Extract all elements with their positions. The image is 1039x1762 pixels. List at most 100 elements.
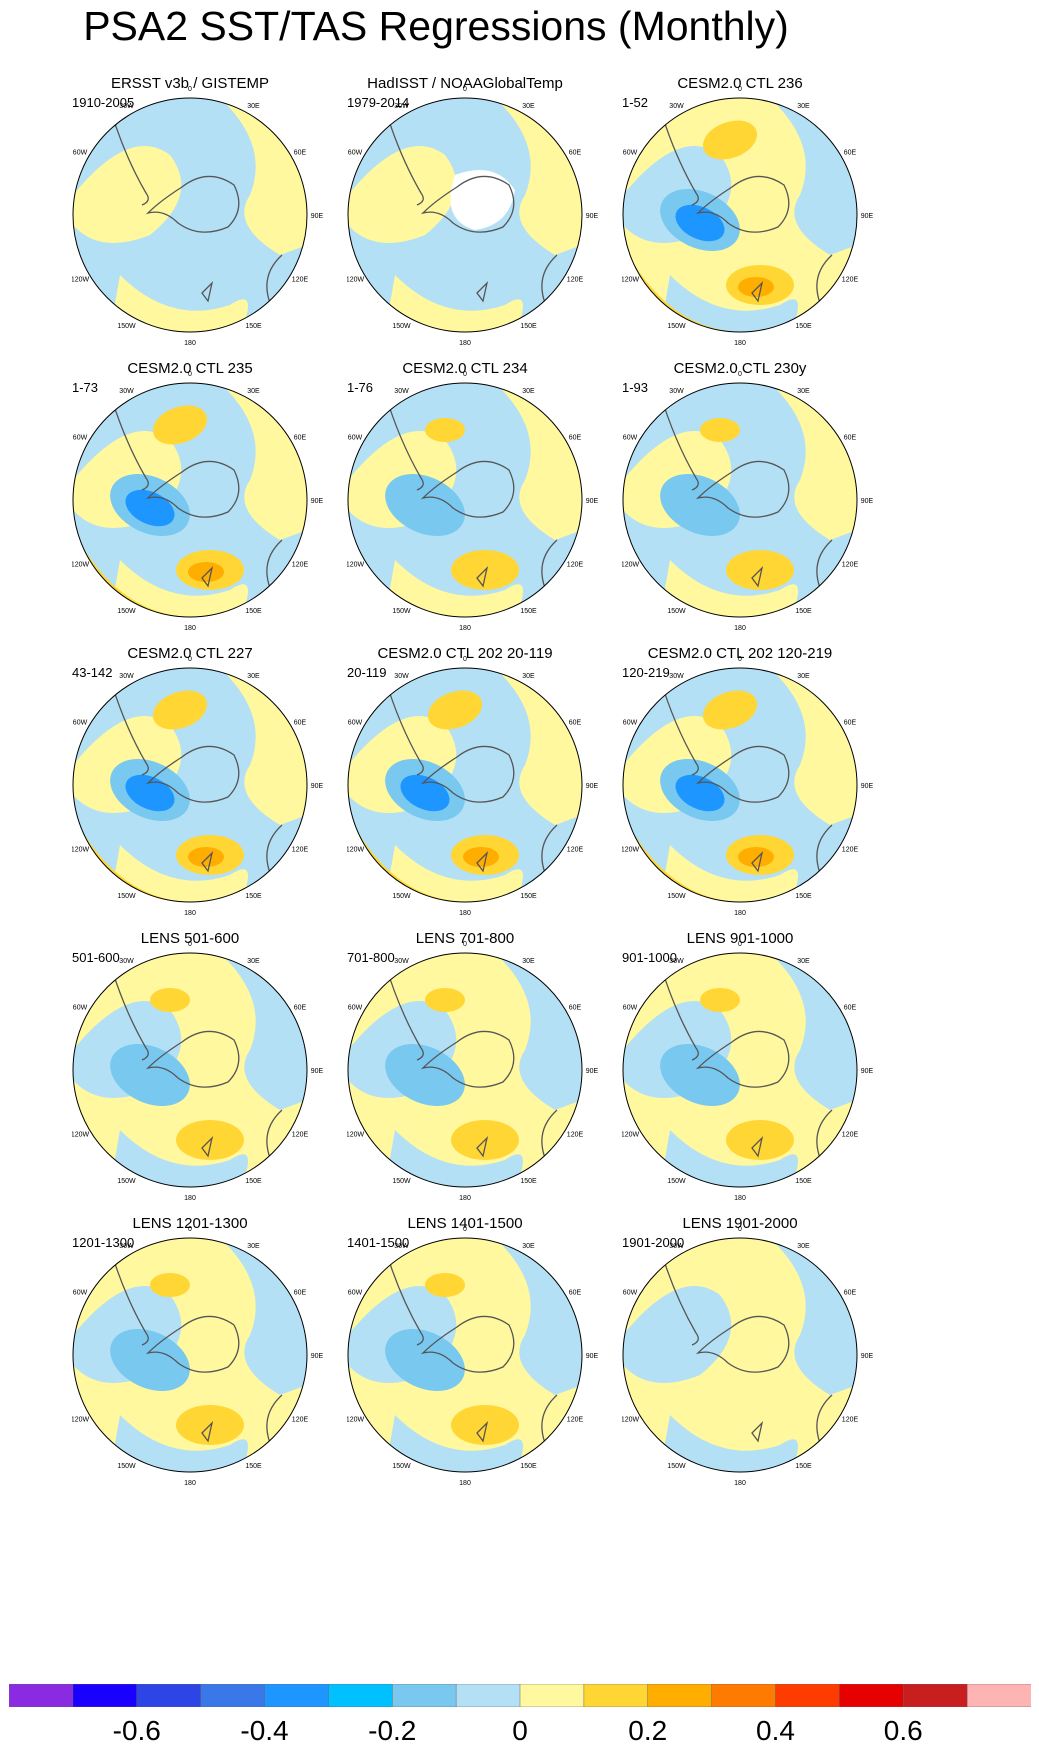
map-field (73, 383, 307, 617)
map-field (623, 953, 857, 1187)
longitude-label: 60W (73, 1005, 88, 1012)
longitude-label: 0 (463, 656, 467, 663)
colorbar-segment (519, 1684, 585, 1707)
longitude-label: 60W (348, 720, 363, 727)
longitude-label: 90E (861, 498, 874, 505)
longitude-label: 0 (738, 86, 742, 93)
panel-title: LENS 1901-2000 (682, 1215, 798, 1232)
longitude-label: 150W (392, 1178, 411, 1185)
longitude-label: 150E (245, 323, 262, 330)
colorbar-segment (200, 1684, 266, 1707)
longitude-label: 0 (738, 371, 742, 378)
polar-map: 030E60E90E120E150E180150W120W90W60W30W (72, 1226, 324, 1487)
longitude-label: 150E (795, 893, 812, 900)
panel-period: 1401-1500 (347, 1235, 410, 1250)
longitude-label: 120E (842, 847, 859, 854)
longitude-label: 60W (348, 150, 363, 157)
longitude-label: 0 (463, 371, 467, 378)
colorbar (9, 1684, 1031, 1707)
map-field (348, 383, 582, 617)
longitude-label: 30E (797, 388, 810, 395)
longitude-label: 120E (292, 277, 309, 284)
colorbar-segment (839, 1684, 904, 1707)
longitude-label: 120E (567, 847, 584, 854)
panel-title: CESM2.0 CTL 202 120-219 (647, 645, 833, 662)
longitude-label: 150W (117, 893, 136, 900)
longitude-label: 30W (394, 958, 409, 965)
panel-title: CESM2.0 CTL 236 (677, 75, 803, 92)
polar-map: 030E60E90E120E150E180150W120W90W60W30W (72, 656, 324, 917)
polar-map: 030E60E90E120E150E180150W120W90W60W30W (347, 86, 599, 347)
longitude-label: 150W (667, 323, 686, 330)
longitude-label: 60E (844, 435, 857, 442)
longitude-label: 120W (72, 847, 90, 854)
map-field (623, 1238, 857, 1472)
longitude-label: 90E (861, 783, 874, 790)
colorbar-segment (583, 1684, 649, 1707)
longitude-label: 60W (73, 720, 88, 727)
longitude-label: 120E (842, 562, 859, 569)
longitude-label: 30W (669, 673, 684, 680)
longitude-label: 180 (184, 1480, 196, 1487)
longitude-label: 120E (842, 1132, 859, 1139)
longitude-label: 30E (247, 673, 260, 680)
longitude-label: 120E (567, 277, 584, 284)
longitude-label: 0 (188, 86, 192, 93)
panel-period: 1979-2014 (347, 95, 410, 110)
longitude-label: 0 (463, 941, 467, 948)
longitude-label: 120E (567, 562, 584, 569)
longitude-label: 120W (72, 562, 90, 569)
panel-period: 1-76 (347, 380, 374, 395)
colorbar-segment (903, 1684, 968, 1707)
longitude-label: 60E (844, 150, 857, 157)
longitude-label: 90E (586, 1353, 599, 1360)
map-panel: 030E60E90E120E150E180150W120W90W60W30WCE… (622, 360, 912, 670)
polar-map: 030E60E90E120E150E180150W120W90W60W30W (72, 86, 324, 347)
map-panel: 030E60E90E120E150E180150W120W90W60W30WLE… (347, 1215, 637, 1525)
longitude-label: 0 (188, 656, 192, 663)
longitude-label: 30E (247, 103, 260, 110)
longitude-label: 120W (347, 562, 365, 569)
longitude-label: 180 (734, 625, 746, 632)
longitude-label: 150W (392, 1463, 411, 1470)
colorbar-label: 0 (512, 1715, 528, 1746)
colorbar-label: 0.4 (756, 1715, 795, 1746)
map-field (73, 668, 307, 902)
longitude-label: 120W (622, 1417, 640, 1424)
longitude-label: 0 (188, 1226, 192, 1233)
longitude-label: 150W (667, 1178, 686, 1185)
longitude-label: 60W (623, 1290, 638, 1297)
map-field (348, 668, 582, 902)
longitude-label: 180 (184, 625, 196, 632)
map-field (623, 668, 857, 902)
longitude-label: 150E (245, 1178, 262, 1185)
longitude-label: 90E (586, 213, 599, 220)
polar-map: 030E60E90E120E150E180150W120W90W60W30W (347, 656, 599, 917)
map-field (348, 953, 582, 1187)
longitude-label: 120E (292, 562, 309, 569)
panel-title: CESM2.0 CTL 202 20-119 (377, 645, 553, 662)
map-panel: 030E60E90E120E150E180150W120W90W60W30WER… (72, 75, 362, 385)
longitude-label: 60E (569, 150, 582, 157)
longitude-label: 30E (522, 958, 535, 965)
colorbar-label: 0.2 (628, 1715, 668, 1746)
longitude-label: 30W (394, 103, 409, 110)
longitude-label: 150W (117, 1463, 136, 1470)
longitude-label: 60E (844, 1290, 857, 1297)
longitude-label: 30W (394, 673, 409, 680)
longitude-label: 90E (311, 213, 324, 220)
map-panel: 030E60E90E120E150E180150W120W90W60W30WCE… (347, 360, 637, 670)
longitude-label: 150W (392, 323, 411, 330)
map-panel: 030E60E90E120E150E180150W120W90W60W30WLE… (347, 930, 637, 1240)
longitude-label: 30W (669, 958, 684, 965)
longitude-label: 180 (734, 1480, 746, 1487)
longitude-label: 60E (294, 1005, 307, 1012)
map-panel: 030E60E90E120E150E180150W120W90W60W30WLE… (72, 1215, 362, 1525)
polar-map: 030E60E90E120E150E180150W120W90W60W30W (72, 371, 324, 632)
longitude-label: 150E (520, 1178, 537, 1185)
longitude-label: 150W (667, 608, 686, 615)
longitude-label: 0 (188, 371, 192, 378)
longitude-label: 30E (797, 1243, 810, 1250)
longitude-label: 150W (117, 608, 136, 615)
longitude-label: 90E (861, 1353, 874, 1360)
